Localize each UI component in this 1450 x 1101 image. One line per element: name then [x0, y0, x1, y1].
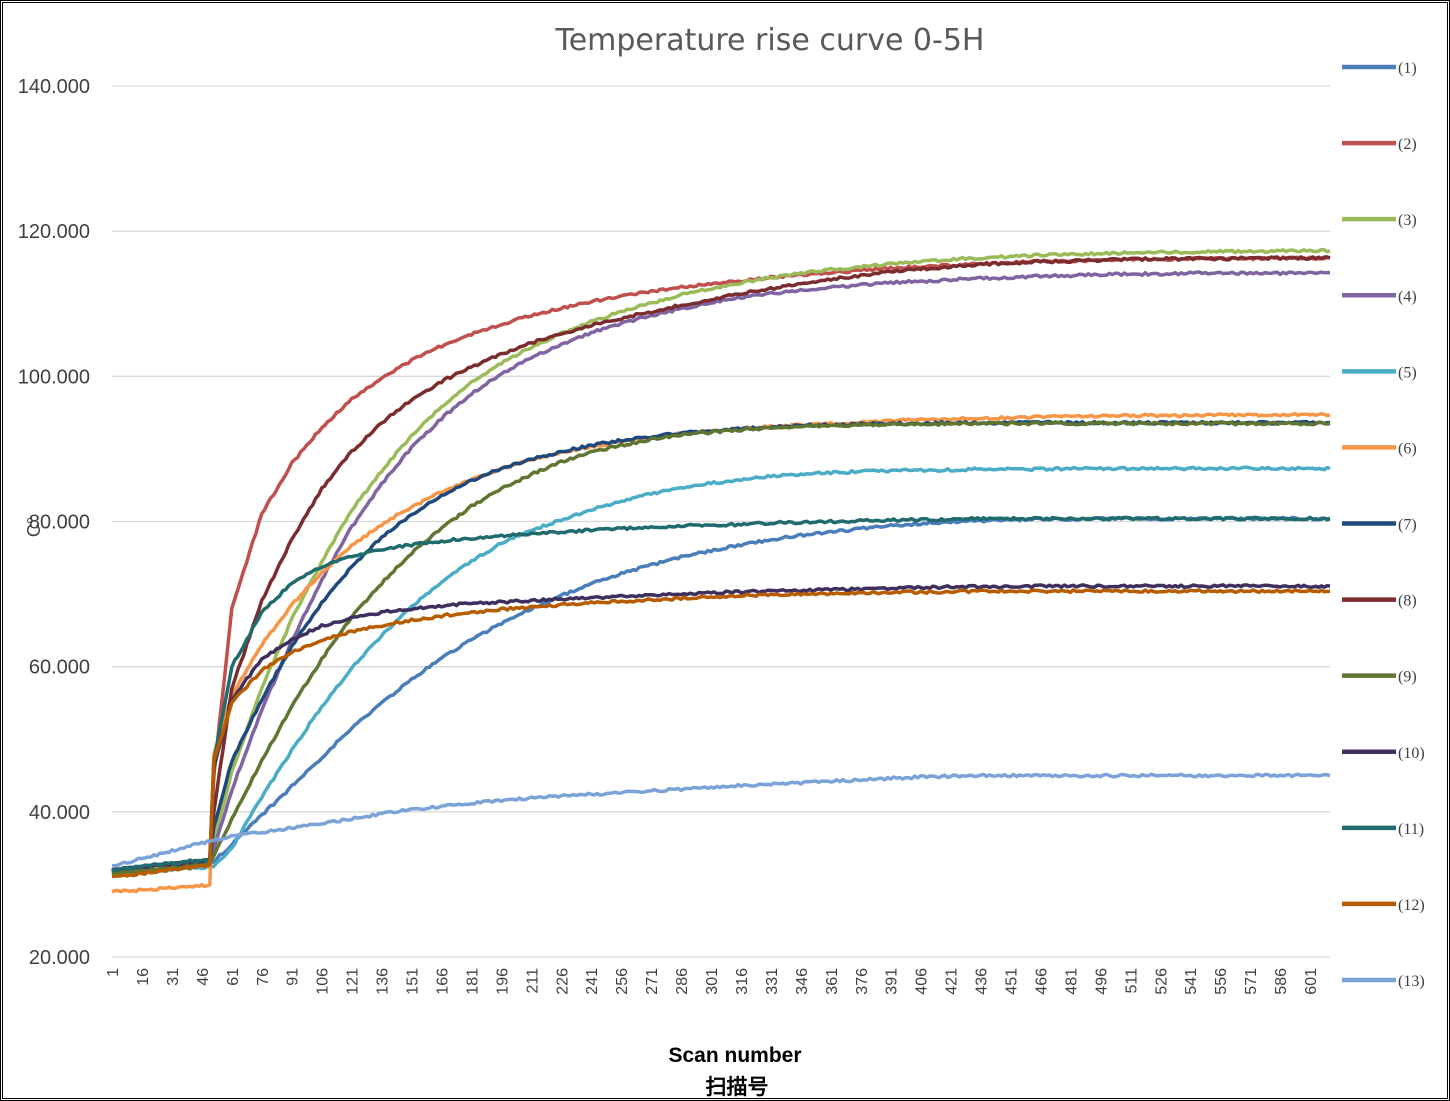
legend: (1) (2) (3) (4) (5) (6) (7) (8) (9) (10) (11) (12) (… — [1342, 60, 1425, 990]
x-tick-label: 496 — [1093, 968, 1110, 995]
series-line — [111, 515, 1331, 873]
y-tick-label: 60.000 — [29, 657, 90, 679]
x-tick-label: 361 — [824, 968, 841, 995]
x-tick-label: 346 — [794, 968, 811, 995]
x-tick-label: 196 — [494, 968, 511, 995]
x-tick-label: 481 — [1063, 968, 1080, 995]
y-axis-ticks: 20.000 40.000 60.000 80.000 100.000 120.000 14… — [18, 76, 90, 969]
legend-label: (9) — [1398, 669, 1417, 686]
x-tick-label: 106 — [315, 968, 332, 995]
x-tick-label: 301 — [704, 968, 721, 995]
x-tick-label: 76 — [255, 968, 272, 986]
series-line — [111, 588, 1331, 879]
series-line — [111, 772, 1331, 868]
legend-label: (4) — [1398, 288, 1417, 305]
series-line — [111, 419, 1331, 872]
x-axis-label-cn: 扫描号 — [706, 1076, 769, 1099]
x-tick-label: 586 — [1273, 968, 1290, 995]
y-tick-label: 40.000 — [29, 802, 90, 824]
legend-label: (11) — [1398, 821, 1424, 838]
x-tick-label: 451 — [1004, 968, 1021, 995]
x-tick-label: 466 — [1033, 968, 1050, 995]
x-tick-label: 226 — [554, 968, 571, 995]
legend-label: (5) — [1398, 364, 1417, 381]
x-tick-label: 211 — [524, 968, 541, 994]
legend-label: (10) — [1398, 745, 1425, 762]
x-tick-label: 391 — [884, 968, 901, 995]
x-tick-label: 601 — [1303, 968, 1320, 995]
x-tick-label: 286 — [674, 968, 691, 995]
series-line — [111, 411, 1331, 894]
x-tick-label: 46 — [195, 968, 212, 986]
x-tick-label: 541 — [1183, 968, 1200, 995]
x-tick-label: 406 — [914, 968, 931, 995]
series-line — [111, 583, 1331, 872]
y-tick-label: 80.000 — [29, 512, 90, 534]
x-tick-label: 331 — [764, 968, 781, 995]
series-line — [111, 420, 1331, 876]
legend-label: (13) — [1398, 973, 1425, 990]
x-tick-label: 1 — [105, 968, 122, 977]
series-line — [111, 270, 1331, 873]
x-tick-label: 16 — [135, 968, 152, 986]
y-tick-label: 120.000 — [18, 221, 90, 243]
x-tick-label: 61 — [225, 968, 242, 986]
y-axis-label: C° — [24, 517, 44, 537]
x-axis-ticks: 1 16 31 46 61 76 91 106 121 136 151 166 181 196 211 226… — [105, 968, 1320, 995]
x-tick-label: 136 — [375, 968, 392, 995]
x-tick-label: 241 — [584, 968, 601, 995]
series-line — [110, 247, 1331, 873]
legend-label: (12) — [1398, 897, 1425, 914]
x-tick-label: 421 — [944, 968, 961, 995]
x-tick-label: 166 — [434, 968, 451, 995]
legend-label: (3) — [1398, 212, 1417, 229]
y-tick-label: 100.000 — [18, 366, 90, 388]
legend-label: (2) — [1398, 136, 1417, 153]
legend-label: (6) — [1398, 440, 1417, 457]
series-lines — [110, 247, 1331, 894]
series-line — [111, 255, 1331, 873]
series-line — [112, 465, 1331, 876]
legend-label: (1) — [1398, 60, 1417, 77]
x-tick-label: 271 — [644, 968, 661, 995]
legend-label: (7) — [1398, 517, 1417, 534]
x-tick-label: 181 — [464, 968, 481, 995]
x-tick-label: 376 — [854, 968, 871, 995]
y-tick-label: 20.000 — [29, 947, 90, 969]
gridlines — [112, 85, 1330, 958]
x-tick-label: 511 — [1123, 968, 1140, 994]
x-tick-label: 91 — [285, 968, 302, 986]
x-tick-label: 151 — [405, 968, 422, 995]
y-tick-label: 140.000 — [18, 76, 90, 98]
x-tick-label: 526 — [1153, 968, 1170, 995]
x-tick-label: 256 — [614, 968, 631, 995]
series-line — [111, 515, 1331, 873]
x-tick-label: 436 — [974, 968, 991, 995]
x-tick-label: 121 — [345, 968, 362, 995]
legend-label: (8) — [1398, 593, 1417, 610]
chart-title: Temperature rise curve 0-5H — [554, 23, 984, 58]
x-tick-label: 316 — [734, 968, 751, 995]
x-tick-label: 556 — [1213, 968, 1230, 995]
x-tick-label: 571 — [1243, 968, 1260, 995]
x-axis-label: Scan number — [668, 1044, 801, 1067]
x-tick-label: 31 — [165, 968, 182, 986]
